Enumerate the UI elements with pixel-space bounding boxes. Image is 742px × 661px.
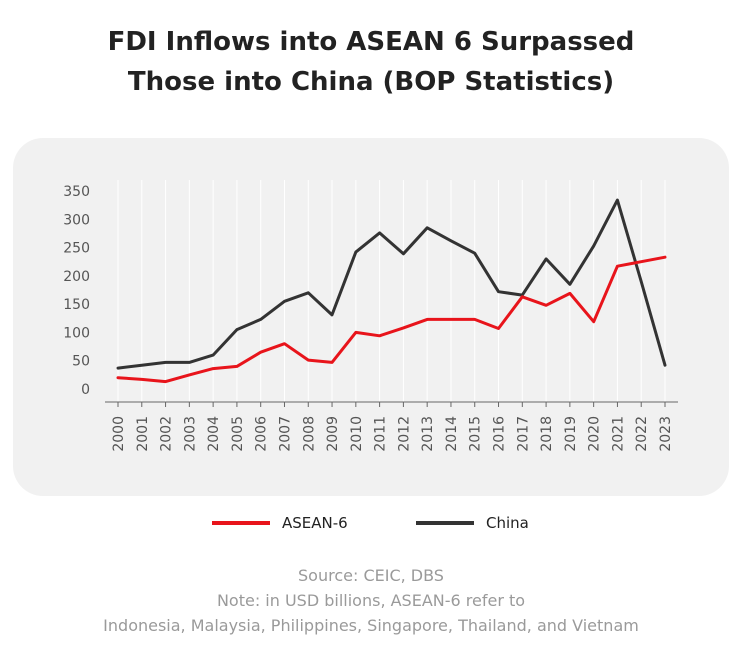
y-tick-label-100: 100 [63,325,90,341]
x-tick-label-2004: 2004 [206,416,222,452]
series-line-asean-6 [116,255,667,384]
y-tick-label-350: 350 [63,184,90,200]
note-text-line-1: Note: in USD billions, ASEAN-6 refer to [216,591,526,610]
x-tick-label-2021: 2021 [610,416,626,452]
y-tick-label-250: 250 [63,241,90,257]
source-text: Source: CEIC, DBS [298,566,444,585]
legend-item-asean: ASEAN-6 [212,508,348,538]
y-tick-label-150: 150 [63,297,90,313]
x-tick-label-2017: 2017 [515,416,531,452]
x-tick-label-2018: 2018 [539,416,555,452]
y-tick-label-300: 300 [63,212,90,228]
x-tick-label-2019: 2019 [563,416,579,452]
x-tick-label-2010: 2010 [349,416,365,452]
x-tick-label-2012: 2012 [396,416,412,452]
legend: ASEAN-6 China [0,508,742,538]
x-tick-label-2022: 2022 [634,416,650,452]
y-tick-label-0: 0 [81,382,90,398]
x-tick-label-2006: 2006 [254,416,270,452]
x-tick-label-2011: 2011 [373,416,389,452]
x-tick-label-2016: 2016 [492,416,508,452]
legend-swatch-china [416,521,474,525]
legend-item-china: China [416,508,529,538]
x-tick-label-2001: 2001 [135,416,151,452]
chart-title-line-2: Those into China (BOP Statistics) [127,67,615,97]
x-tick-label-2013: 2013 [420,416,436,452]
chart-panel [13,138,729,496]
note-text-line-2: Indonesia, Malaysia, Philippines, Singap… [103,616,639,635]
x-tick-label-2014: 2014 [444,416,460,452]
x-tick-label-2009: 2009 [325,416,341,452]
legend-label-asean: ASEAN-6 [282,514,348,532]
y-tick-label-50: 50 [72,354,90,370]
chart-title: FDI Inflows into ASEAN 6 Surpassed Those… [0,22,742,102]
x-tick-label-2000: 2000 [111,416,127,452]
chart-title-line-1: FDI Inflows into ASEAN 6 Surpassed [107,27,635,57]
legend-swatch-asean [212,521,270,525]
series-line-china [116,198,667,370]
x-tick-label-2003: 2003 [182,416,198,452]
y-tick-label-200: 200 [63,269,90,285]
x-tick-label-2008: 2008 [301,416,317,452]
chart-footer: Source: CEIC, DBS Note: in USD billions,… [0,563,742,638]
x-tick-label-2005: 2005 [230,416,246,452]
x-tick-label-2015: 2015 [468,416,484,452]
x-tick-label-2002: 2002 [159,416,175,452]
x-tick-label-2020: 2020 [587,416,603,452]
x-tick-label-2023: 2023 [658,416,674,452]
x-tick-label-2007: 2007 [277,416,293,452]
legend-label-china: China [486,514,529,532]
